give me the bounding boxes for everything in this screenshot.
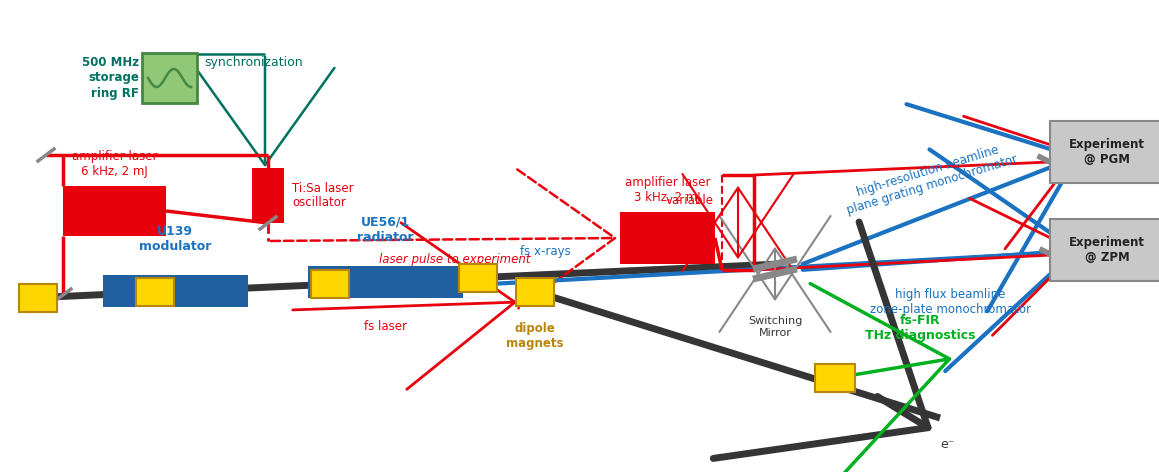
Bar: [19, 284, 57, 312]
Text: synchronization: synchronization: [204, 56, 302, 69]
Bar: [102, 275, 248, 307]
Bar: [459, 264, 497, 292]
Text: laser pulse to experiment: laser pulse to experiment: [379, 253, 531, 266]
FancyBboxPatch shape: [1050, 121, 1159, 183]
Bar: [136, 278, 174, 306]
Bar: [620, 212, 715, 264]
Text: fs-FIR
THz diagnostics: fs-FIR THz diagnostics: [865, 314, 975, 342]
Bar: [252, 168, 284, 223]
Text: high-resolution beamline
plane grating monochromator: high-resolution beamline plane grating m…: [841, 139, 1019, 218]
Text: Experiment
@ PGM: Experiment @ PGM: [1069, 138, 1145, 166]
Text: dipole
magnets: dipole magnets: [506, 321, 563, 350]
FancyBboxPatch shape: [143, 53, 197, 103]
Text: Experiment
@ ZPM: Experiment @ ZPM: [1069, 236, 1145, 264]
Bar: [311, 270, 349, 298]
Text: fs laser: fs laser: [364, 320, 407, 333]
Text: 500 MHz
storage
ring RF: 500 MHz storage ring RF: [82, 57, 139, 100]
Text: amplifier laser
6 kHz, 2 mJ: amplifier laser 6 kHz, 2 mJ: [72, 150, 158, 178]
FancyBboxPatch shape: [1050, 219, 1159, 281]
Text: amplifier laser
3 kHz, 2 mJ: amplifier laser 3 kHz, 2 mJ: [625, 176, 710, 204]
Text: Switching
Mirror: Switching Mirror: [748, 316, 802, 337]
Bar: [63, 186, 166, 236]
Bar: [516, 278, 554, 305]
Text: high flux beamline
zone-plate monochromator: high flux beamline zone-plate monochroma…: [869, 288, 1030, 316]
Bar: [307, 266, 462, 298]
Text: UE56/1
radiator: UE56/1 radiator: [357, 216, 414, 244]
Text: U139
modulator: U139 modulator: [139, 225, 211, 253]
Bar: [815, 364, 855, 392]
Text: variable
pump
pulse
delay: variable pump pulse delay: [666, 194, 714, 252]
Text: e⁻: e⁻: [940, 438, 954, 451]
Text: fs x-rays: fs x-rays: [520, 245, 570, 258]
Text: Ti:Sa laser
oscillator: Ti:Sa laser oscillator: [292, 182, 353, 210]
